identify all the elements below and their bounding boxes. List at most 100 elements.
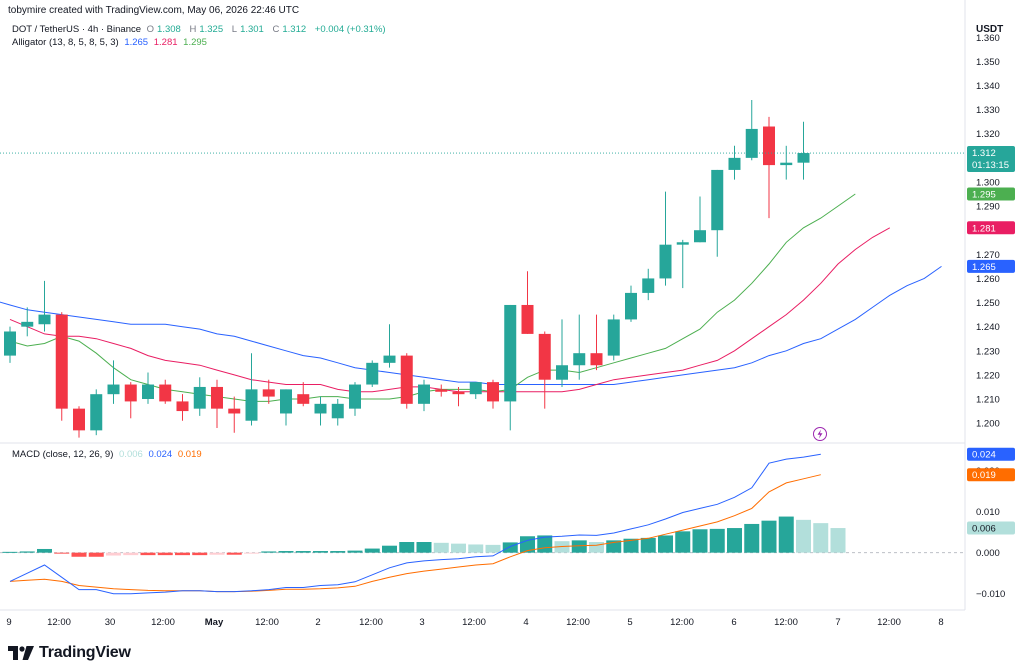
time-tick-label: 12:00 (774, 617, 798, 628)
price-tick-label: 1.210 (976, 395, 1000, 406)
candle-body (90, 394, 103, 431)
macd-hist-bar (175, 552, 190, 556)
price-tick-label: 1.350 (976, 57, 1000, 68)
symbol-label[interactable]: DOT / TetherUS · 4h · Binance (12, 24, 142, 35)
ohlc-legend[interactable]: DOT / TetherUS · 4h · Binance O 1.308 H 1.… (12, 24, 389, 35)
candle (73, 406, 85, 438)
candle (538, 331, 551, 409)
macd-hist-bar (244, 552, 259, 554)
candle (124, 382, 137, 419)
time-axis[interactable]: 9 12:00 30 12:00 May 12:00 2 12:00 3 12:00 4 12:00 5… (6, 617, 943, 628)
candle-body (745, 128, 758, 158)
macd-value-tag-bg (967, 447, 1015, 461)
alligator-legend[interactable]: Alligator (13, 8, 5, 8, 5, 3) 1.265 1.28… (12, 37, 210, 48)
candle (504, 304, 517, 431)
time-tick-label: 12:00 (359, 617, 383, 628)
candle (366, 360, 379, 387)
chart-credit: tobymire created with TradingView.com, M… (8, 5, 300, 16)
candle-body (556, 365, 568, 380)
candle-body (711, 169, 724, 231)
current-price-tag: 1.312 (972, 148, 996, 159)
time-tick-label: May (205, 617, 224, 628)
candle-body (659, 244, 672, 279)
macd-hist-bar (589, 542, 604, 553)
lightning-icon (817, 429, 823, 439)
macd-hist-bar (485, 544, 501, 553)
macd-lines (9, 453, 821, 595)
time-tick-label: 12:00 (670, 617, 694, 628)
candle-body (366, 362, 379, 385)
candle (797, 121, 810, 180)
event-marker-icon[interactable] (813, 427, 827, 441)
candle (262, 379, 275, 404)
macd-hist-bar (468, 544, 484, 553)
time-tick-label: 3 (419, 617, 424, 628)
macd-hist-bar (382, 545, 397, 553)
macd-legend[interactable]: MACD (close, 12, 26, 9) 0.006 0.024 0.01… (12, 449, 205, 460)
candle (193, 377, 206, 416)
candle (625, 285, 637, 322)
candle-body (159, 384, 172, 402)
candle-body (314, 403, 327, 414)
macd-value-tag: 0.024 (972, 450, 996, 461)
macd-hist-bar (416, 542, 432, 553)
candle (763, 116, 775, 219)
candle-body (142, 384, 154, 400)
macd-hist-bar (140, 552, 156, 556)
alligator-jaw-line (0, 265, 942, 385)
candle-body (573, 353, 586, 366)
candle-body (331, 403, 344, 419)
candle-body (763, 126, 775, 166)
price-tick-label: 1.320 (976, 129, 1000, 140)
time-tick-label: 9 (6, 617, 11, 628)
macd-hist-bar (106, 552, 121, 556)
candle (573, 314, 586, 380)
currency-label[interactable]: USDT (976, 24, 1004, 35)
candle-body (538, 333, 551, 380)
macd-hist-bar (2, 551, 18, 553)
macd-hist-bar (313, 551, 328, 553)
macd-hist-bar (658, 535, 673, 553)
macd-hist-bar (157, 552, 173, 556)
price-tick-label: 1.360 (976, 33, 1000, 44)
candle-body (452, 391, 465, 395)
macd-label[interactable]: MACD (close, 12, 26, 9) (12, 449, 114, 460)
candle (418, 379, 430, 412)
macd-hist-bar (88, 552, 104, 557)
tradingview-logo[interactable]: TradingView (8, 644, 131, 662)
price-axis[interactable]: 1.360 1.350 1.340 1.330 1.320 1.300 1.290 1.270… (976, 33, 1000, 430)
macd-hist-bar (330, 551, 346, 553)
candle (642, 268, 655, 301)
macd-hist-bar (71, 552, 87, 557)
low-label: L 1.301 (231, 24, 264, 35)
macd-hist-bar (364, 548, 380, 553)
candle-body (521, 304, 534, 334)
candle-body (504, 304, 517, 402)
candle-body (55, 314, 68, 409)
candle (676, 239, 689, 289)
candle-body (73, 408, 85, 431)
macd-signal-value: 0.019 (177, 449, 202, 460)
time-tick-label: 2 (315, 617, 320, 628)
macd-hist-bar (37, 548, 52, 553)
candle (331, 399, 344, 426)
teeth-price-tag: 1.281 (972, 223, 996, 234)
candle (435, 384, 448, 397)
alligator-label[interactable]: Alligator (13, 8, 5, 8, 5, 3) (12, 37, 119, 48)
candle-body (38, 314, 51, 325)
time-tick-label: 12:00 (151, 617, 175, 628)
candle-body (676, 242, 689, 245)
candle-body (728, 157, 741, 170)
countdown-label: 01:13:15 (972, 160, 1009, 171)
macd-histogram (2, 516, 846, 557)
candle (469, 382, 482, 400)
candle-body (211, 386, 223, 409)
candle (142, 372, 154, 404)
candle-body (280, 389, 292, 414)
signal-value-tag: 0.019 (972, 470, 996, 481)
close-label: C 1.312 (272, 24, 307, 35)
macd-hist-bar (640, 537, 656, 553)
candle-body (435, 389, 448, 392)
candle (107, 360, 120, 404)
